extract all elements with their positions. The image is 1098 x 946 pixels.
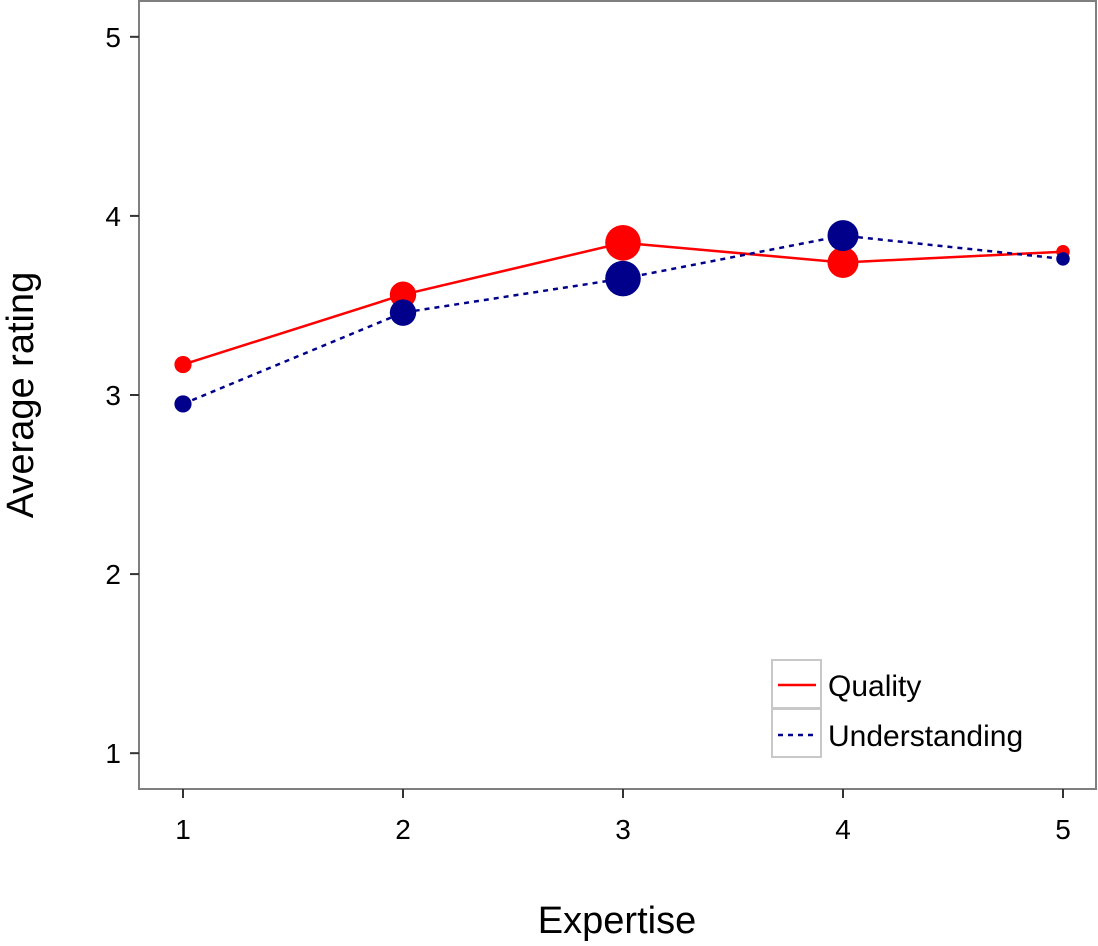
x-tick-label: 5 [1055, 814, 1071, 845]
x-axis-title: Expertise [538, 900, 696, 942]
y-tick-label: 4 [105, 201, 121, 232]
data-point-quality [174, 355, 192, 374]
y-axis-title: Average rating [0, 272, 42, 518]
x-tick-label: 1 [175, 814, 191, 845]
legend-label-quality: Quality [828, 670, 921, 703]
x-axis: 1 2 3 4 5 [175, 789, 1071, 845]
plot-panel [138, 0, 1097, 790]
data-point-understanding [827, 220, 859, 252]
y-axis: 1 2 3 4 5 [105, 22, 139, 769]
legend-label-understanding: Understanding [828, 720, 1023, 753]
series-layer [174, 220, 1070, 413]
legend-key-box-understanding [771, 708, 822, 758]
y-tick-label: 1 [105, 738, 121, 769]
x-tick-label: 4 [835, 814, 851, 845]
x-tick-label: 2 [395, 814, 411, 845]
y-tick-label: 5 [105, 22, 121, 53]
data-point-quality [827, 246, 859, 278]
y-tick-label: 2 [105, 559, 121, 590]
data-point-quality [605, 224, 641, 261]
legend: Quality Understanding [771, 659, 1023, 758]
data-point-understanding [174, 395, 192, 413]
data-point-understanding [389, 299, 417, 326]
x-tick-label: 3 [615, 814, 631, 845]
data-point-understanding [1056, 252, 1070, 266]
data-point-understanding [605, 260, 641, 297]
y-tick-label: 3 [105, 380, 121, 411]
